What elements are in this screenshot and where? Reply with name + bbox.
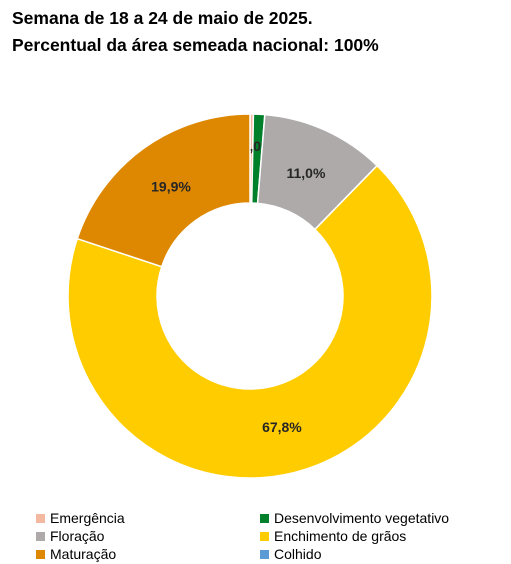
legend-label: Enchimento de grãos bbox=[274, 528, 407, 544]
data-label-enchimento-de-graos: 67,8% bbox=[262, 419, 302, 435]
legend-label: Maturação bbox=[50, 546, 117, 562]
legend-swatch bbox=[36, 531, 45, 541]
legend-label: Desenvolvimento vegetativo bbox=[274, 510, 450, 526]
data-label-maturacao: 19,9% bbox=[151, 179, 191, 195]
legend-item-enchimento-de-graos: Enchimento de grãos bbox=[260, 528, 406, 544]
legend-label: Floração bbox=[50, 528, 105, 544]
slice-enchimento-de-graos bbox=[67, 164, 433, 479]
legend-label: Colhido bbox=[274, 546, 322, 562]
chart-subtitle-area: Percentual da área semeada nacional: 100… bbox=[12, 35, 379, 55]
legend-item-floracao: Floração bbox=[36, 528, 104, 544]
legend-item-maturacao: Maturação bbox=[36, 546, 116, 562]
legend-item-emergencia: Emergência bbox=[36, 510, 125, 526]
chart-title-week: Semana de 18 a 24 de maio de 2025. bbox=[12, 8, 313, 28]
legend-swatch bbox=[260, 531, 269, 541]
legend-item-desenvolvimento-vegetativo: Desenvolvimento vegetativo bbox=[260, 510, 449, 526]
legend-item-colhido: Colhido bbox=[260, 546, 321, 562]
legend-label: Emergência bbox=[50, 510, 125, 526]
legend-swatch bbox=[36, 513, 45, 523]
slice-maturacao bbox=[76, 113, 251, 268]
data-label-floracao: 11,0% bbox=[286, 165, 325, 181]
legend-swatch bbox=[260, 513, 269, 523]
legend-swatch bbox=[36, 549, 45, 559]
legend-swatch bbox=[260, 549, 269, 559]
